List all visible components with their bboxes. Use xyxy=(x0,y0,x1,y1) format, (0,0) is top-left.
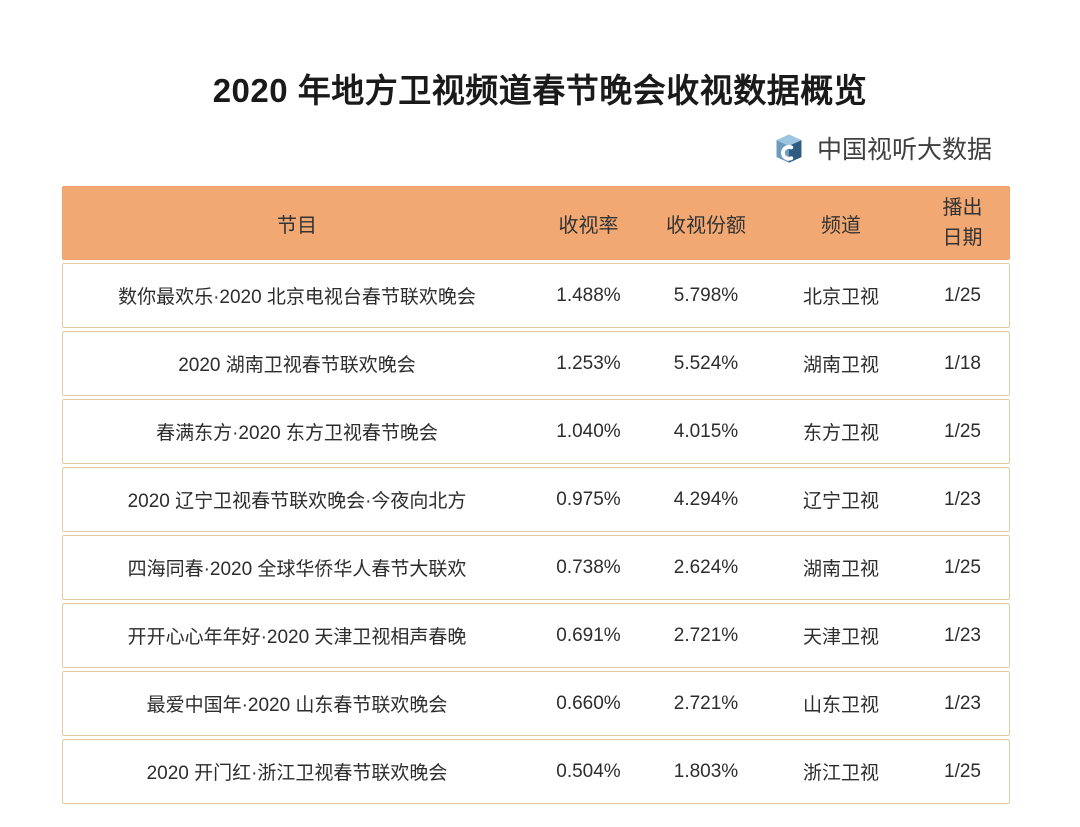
cell-program: 最爱中国年·2020 山东春节联欢晚会 xyxy=(146,695,448,716)
cell-share: 2.624% xyxy=(673,556,739,578)
cell-share: 1.803% xyxy=(673,760,739,782)
cell-rating: 0.660% xyxy=(556,692,621,714)
table-row: 数你最欢乐·2020 北京电视台春节联欢晚会 1.488% 5.798% 北京卫… xyxy=(62,263,1010,328)
column-header-date: 播出日期 xyxy=(942,197,983,249)
cell-channel: 东方卫视 xyxy=(802,423,879,444)
cell-share: 4.015% xyxy=(673,420,739,442)
table-row: 开开心心年年好·2020 天津卫视相声春晚 0.691% 2.721% 天津卫视… xyxy=(62,603,1010,668)
cell-channel: 北京卫视 xyxy=(802,287,879,308)
cell-rating: 0.975% xyxy=(556,488,621,510)
cell-program: 开开心心年年好·2020 天津卫视相声春晚 xyxy=(127,627,467,648)
column-header-share: 收视份额 xyxy=(666,214,746,237)
cell-rating: 1.040% xyxy=(556,420,621,442)
table-row: 春满东方·2020 东方卫视春节晚会 1.040% 4.015% 东方卫视 1/… xyxy=(62,399,1010,464)
cell-program: 春满东方·2020 东方卫视春节晚会 xyxy=(156,423,438,444)
cell-rating: 0.504% xyxy=(556,760,621,782)
column-header-channel: 频道 xyxy=(821,214,861,237)
cell-program: 2020 开门红·浙江卫视春节联欢晚会 xyxy=(146,763,448,784)
cell-share: 2.721% xyxy=(673,692,739,714)
cell-program: 2020 辽宁卫视春节联欢晚会·今夜向北方 xyxy=(127,491,467,512)
cell-rating: 1.488% xyxy=(556,284,621,306)
cell-share: 2.721% xyxy=(673,624,739,646)
page-title: 2020 年地方卫视频道春节晚会收视数据概览 xyxy=(212,72,868,109)
open-book-icon xyxy=(771,131,807,165)
cell-program: 四海同春·2020 全球华侨华人春节大联欢 xyxy=(127,559,467,580)
cell-program: 2020 湖南卫视春节联欢晚会 xyxy=(178,355,416,376)
column-header-rating: 收视率 xyxy=(558,214,619,237)
cell-date: 1/23 xyxy=(944,692,981,714)
cell-channel: 山东卫视 xyxy=(802,695,879,716)
cell-share: 5.524% xyxy=(673,352,739,374)
table-row: 2020 开门红·浙江卫视春节联欢晚会 0.504% 1.803% 浙江卫视 1… xyxy=(62,739,1010,804)
cell-rating: 1.253% xyxy=(556,352,621,374)
brand: 中国视听大数据 xyxy=(0,128,992,168)
cell-share: 4.294% xyxy=(673,488,739,510)
table-body: 数你最欢乐·2020 北京电视台春节联欢晚会 1.488% 5.798% 北京卫… xyxy=(62,263,1010,804)
cell-date: 1/25 xyxy=(944,284,981,306)
cell-date: 1/23 xyxy=(944,488,981,510)
cell-date: 1/23 xyxy=(944,624,981,646)
table-row: 最爱中国年·2020 山东春节联欢晚会 0.660% 2.721% 山东卫视 1… xyxy=(62,671,1010,736)
column-header-program: 节目 xyxy=(277,214,317,237)
cell-date: 1/25 xyxy=(944,420,981,442)
cell-date: 1/18 xyxy=(944,352,981,374)
brand-name: 中国视听大数据 xyxy=(816,136,992,164)
cell-channel: 浙江卫视 xyxy=(802,763,879,784)
cell-channel: 天津卫视 xyxy=(802,627,879,648)
table-row: 2020 湖南卫视春节联欢晚会 1.253% 5.524% 湖南卫视 1/18 xyxy=(62,331,1010,396)
cell-rating: 0.738% xyxy=(556,556,621,578)
cell-rating: 0.691% xyxy=(556,624,621,646)
cell-channel: 湖南卫视 xyxy=(802,559,879,580)
cell-program: 数你最欢乐·2020 北京电视台春节联欢晚会 xyxy=(118,287,476,308)
cell-channel: 辽宁卫视 xyxy=(802,491,879,512)
cell-channel: 湖南卫视 xyxy=(802,355,879,376)
table-row: 四海同春·2020 全球华侨华人春节大联欢 0.738% 2.624% 湖南卫视… xyxy=(62,535,1010,600)
ratings-table: 节目 收视率 收视份额 频道 播出日期 数你最欢乐·2020 北京电视台春节联欢… xyxy=(62,186,1010,804)
cell-date: 1/25 xyxy=(944,556,981,578)
cell-share: 5.798% xyxy=(673,284,739,306)
table-header-row: 节目 收视率 收视份额 频道 播出日期 xyxy=(62,186,1010,260)
table-row: 2020 辽宁卫视春节联欢晚会·今夜向北方 0.975% 4.294% 辽宁卫视… xyxy=(62,467,1010,532)
cell-date: 1/25 xyxy=(944,760,981,782)
